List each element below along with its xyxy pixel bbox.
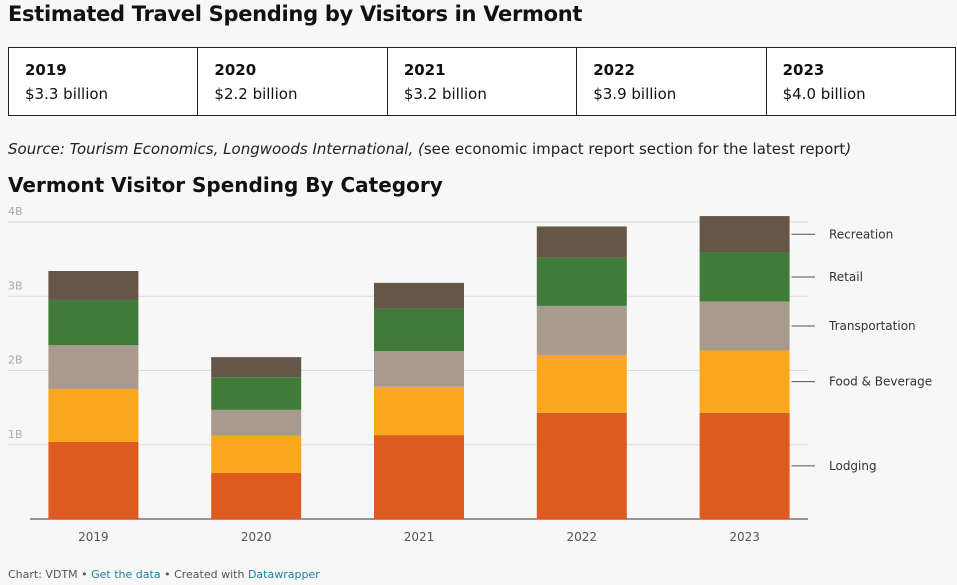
bar-segment — [48, 441, 139, 519]
legend-label: Lodging — [829, 459, 877, 473]
x-tick-label: 2021 — [404, 530, 435, 544]
separator: • — [81, 568, 88, 581]
bar-segment — [699, 252, 790, 302]
credit: Chart: VDTM — [8, 568, 78, 581]
source-middle: see economic impact report section for t… — [423, 140, 846, 158]
bar-segment — [48, 299, 139, 346]
summary-amount: $3.2 billion — [403, 85, 487, 103]
bar-segment — [536, 354, 627, 413]
separator: • — [164, 568, 171, 581]
bar-segment — [374, 308, 464, 352]
y-tick-label: 2B — [8, 354, 23, 367]
summary-table: 2019 $3.3 billion 2020 $2.2 billion 2021 $3.2… — [8, 47, 956, 116]
legend-label: Retail — [829, 270, 863, 284]
summary-year: 2023 — [782, 61, 825, 79]
bar-segment — [699, 216, 790, 253]
chart-title: Vermont Visitor Spending By Category — [8, 175, 443, 197]
bar-segment — [374, 351, 464, 387]
source-note: Source: Tourism Economics, Longwoods Int… — [8, 140, 851, 158]
bar-segment — [699, 301, 790, 351]
bar-segment — [699, 350, 790, 413]
legend-label: Transportation — [828, 319, 916, 333]
legend-label: Recreation — [829, 227, 893, 241]
summary-amount: $3.3 billion — [25, 85, 109, 103]
legend-label: Food & Beverage — [829, 375, 932, 389]
get-data-link[interactable]: Get the data — [91, 568, 161, 581]
source-end: ) — [845, 140, 852, 158]
bar-segment — [211, 377, 302, 410]
x-tick-label: 2020 — [241, 530, 272, 544]
bar-segment — [699, 412, 790, 519]
summary-amount: $2.2 billion — [214, 85, 298, 103]
summary-cell: 2023 $4.0 billion — [767, 48, 955, 115]
bar-segment — [48, 271, 139, 300]
bar-segment — [374, 386, 464, 436]
summary-year: 2021 — [403, 61, 446, 79]
summary-cell: 2020 $2.2 billion — [198, 48, 388, 115]
datawrapper-link[interactable]: Datawrapper — [247, 568, 320, 581]
page-title: Estimated Travel Spending by Visitors in… — [8, 2, 583, 26]
bar-segment — [536, 412, 627, 519]
bar-segment — [48, 345, 139, 390]
bar-segment — [48, 389, 139, 442]
summary-year: 2022 — [593, 61, 635, 79]
x-tick-label: 2022 — [567, 530, 598, 544]
bar-segment — [211, 435, 302, 473]
summary-cell: 2021 $3.2 billion — [388, 48, 578, 115]
summary-year: 2019 — [25, 61, 67, 79]
bar-segment — [211, 409, 302, 436]
chart: Vermont Visitor Spending By Category 1B 2… — [8, 175, 932, 544]
y-tick-label: 4B — [8, 205, 23, 218]
bar-segment — [374, 435, 464, 519]
bar-segment — [536, 257, 627, 306]
bar-segment — [374, 282, 464, 309]
summary-amount: $4.0 billion — [782, 85, 866, 103]
x-tick-label: 2019 — [78, 530, 109, 544]
bar-segment — [536, 305, 627, 355]
bar-segment — [211, 357, 302, 378]
summary-amount: $3.9 billion — [593, 85, 677, 103]
footer: Chart: VDTM • Get the data • Created wit… — [8, 568, 320, 581]
created-with: Created with — [174, 568, 245, 581]
y-tick-label: 1B — [8, 428, 23, 441]
bar-segment — [536, 226, 627, 258]
source-lead: Source: Tourism Economics, Longwoods Int… — [8, 140, 424, 158]
y-tick-label: 3B — [8, 279, 23, 292]
bar-segment — [211, 472, 302, 519]
summary-year: 2020 — [214, 61, 257, 79]
summary-cell: 2019 $3.3 billion — [9, 48, 199, 115]
x-tick-label: 2023 — [729, 530, 760, 544]
summary-cell: 2022 $3.9 billion — [577, 48, 767, 115]
